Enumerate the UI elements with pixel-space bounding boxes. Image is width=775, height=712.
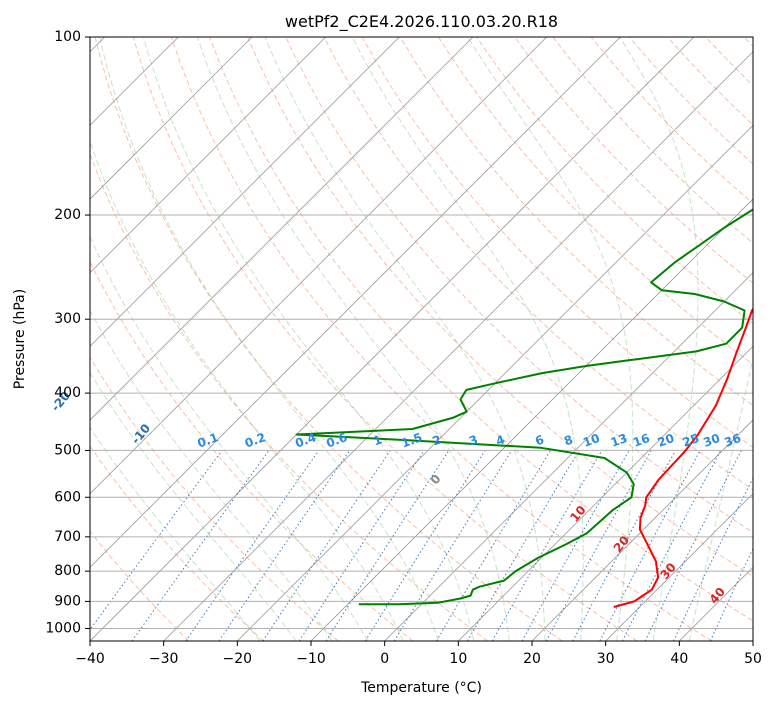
x-tick-label: 40 [670, 651, 688, 667]
x-axis-label: Temperature (°C) [360, 680, 482, 696]
y-tick-label: 100 [54, 29, 81, 45]
y-tick-label: 700 [54, 529, 81, 545]
x-tick-label: −30 [149, 651, 179, 667]
x-tick-label: 20 [523, 651, 541, 667]
x-tick-label: 30 [597, 651, 615, 667]
y-tick-label: 300 [54, 311, 81, 327]
y-tick-label: 800 [54, 563, 81, 579]
x-tick-label: 50 [744, 651, 762, 667]
y-tick-label: 600 [54, 489, 81, 505]
y-tick-label: 500 [54, 442, 81, 458]
x-tick-label: −20 [223, 651, 253, 667]
x-tick-label: −40 [75, 651, 105, 667]
x-tick-label: −10 [296, 651, 326, 667]
y-tick-label: 900 [54, 593, 81, 609]
x-tick-label: 10 [449, 651, 467, 667]
chart-title: wetPf2_C2E4.2026.110.03.20.R18 [285, 12, 558, 32]
y-axis-label: Pressure (hPa) [12, 289, 28, 389]
y-tick-label: 200 [54, 207, 81, 223]
y-tick-label: 400 [54, 385, 81, 401]
x-tick-label: 0 [380, 651, 389, 667]
y-tick-label: 1000 [45, 620, 81, 636]
